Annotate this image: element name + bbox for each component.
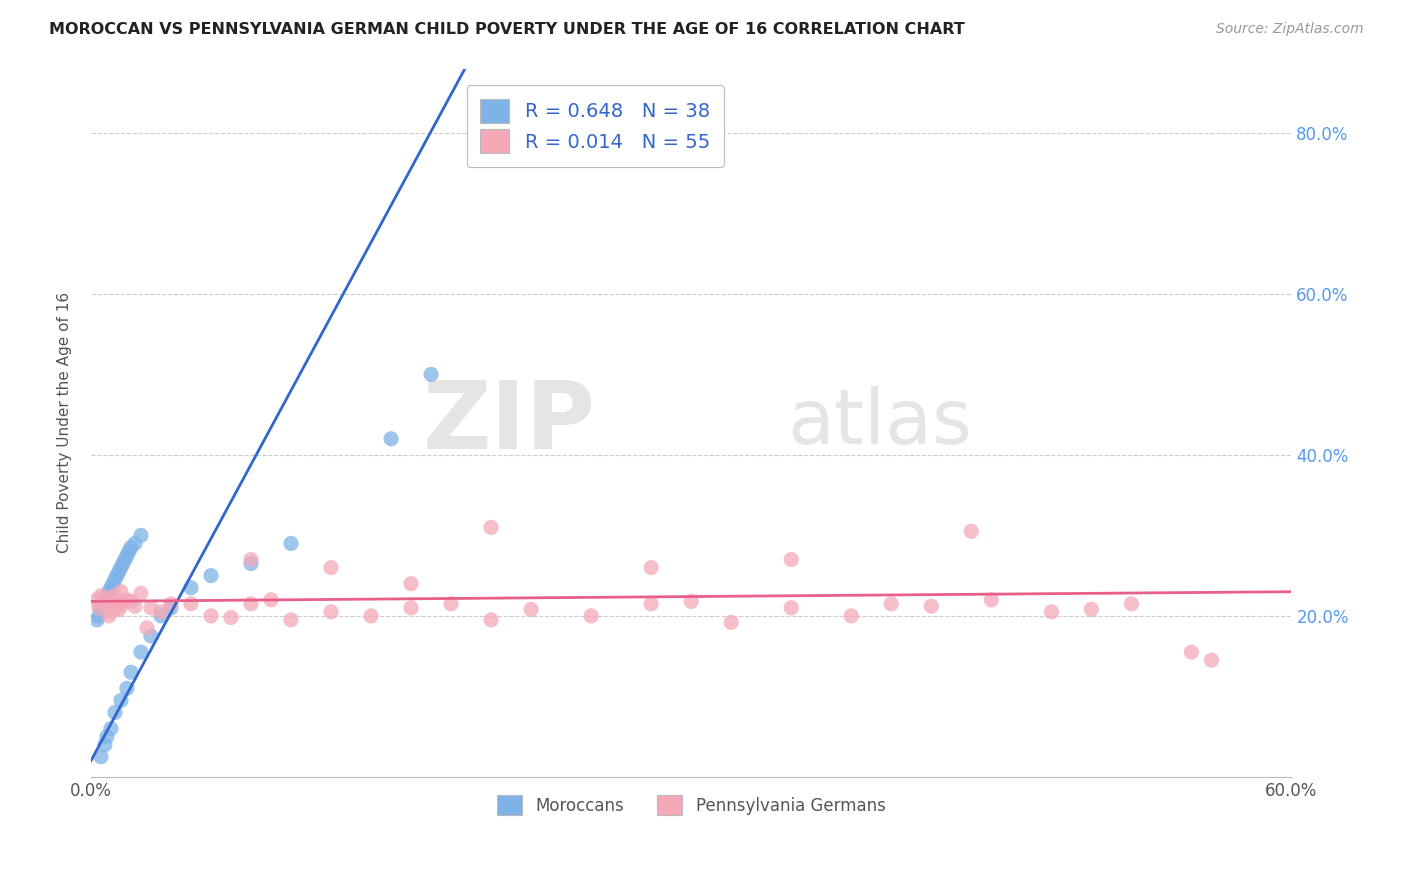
Point [101, 597, 124, 611]
Point [105, 600, 128, 615]
Point [94, 738, 117, 752]
Point [200, 608, 222, 623]
Point [114, 552, 136, 566]
Point [280, 613, 302, 627]
Point [479, 613, 502, 627]
Point [520, 602, 543, 616]
Text: MOROCCAN VS PENNSYLVANIA GERMAN CHILD POVERTY UNDER THE AGE OF 16 CORRELATION CH: MOROCCAN VS PENNSYLVANIA GERMAN CHILD PO… [49, 22, 965, 37]
Point [920, 599, 942, 614]
Point [240, 557, 263, 571]
Point [160, 597, 183, 611]
Point [108, 602, 131, 616]
Point [479, 520, 502, 534]
Point [96, 730, 118, 744]
Y-axis label: Child Poverty Under the Age of 16: Child Poverty Under the Age of 16 [58, 293, 72, 553]
Point [1080, 602, 1102, 616]
Point [180, 581, 202, 595]
Point [115, 549, 138, 563]
Point [640, 560, 662, 574]
Point [129, 586, 152, 600]
Point [120, 665, 142, 680]
Point [839, 608, 862, 623]
Point [149, 608, 172, 623]
Point [111, 597, 134, 611]
Point [101, 576, 124, 591]
Point [980, 592, 1002, 607]
Point [1040, 605, 1063, 619]
Point [100, 722, 122, 736]
Point [149, 605, 172, 619]
Point [118, 544, 141, 558]
Point [86, 613, 108, 627]
Point [90, 749, 112, 764]
Point [124, 536, 146, 550]
Point [1180, 645, 1202, 659]
Point [399, 576, 422, 591]
Point [94, 594, 117, 608]
Point [780, 600, 803, 615]
Point [720, 615, 742, 630]
Point [380, 432, 402, 446]
Point [880, 597, 903, 611]
Point [129, 645, 152, 659]
Point [124, 599, 146, 614]
Point [120, 541, 142, 555]
Point [110, 560, 132, 574]
Point [115, 592, 138, 607]
Point [94, 592, 117, 607]
Point [87, 608, 110, 623]
Point [97, 584, 120, 599]
Point [681, 594, 703, 608]
Point [104, 573, 127, 587]
Point [115, 681, 138, 696]
Point [579, 608, 602, 623]
Point [240, 552, 263, 566]
Point [100, 605, 122, 619]
Point [104, 589, 127, 603]
Point [280, 536, 302, 550]
Point [360, 608, 382, 623]
Point [160, 600, 183, 615]
Point [180, 597, 202, 611]
Point [640, 597, 662, 611]
Point [111, 557, 134, 571]
Point [110, 584, 132, 599]
Point [440, 597, 463, 611]
Point [780, 552, 803, 566]
Point [219, 610, 242, 624]
Point [200, 568, 222, 582]
Point [136, 621, 159, 635]
Point [100, 581, 122, 595]
Point [96, 589, 118, 603]
Point [110, 693, 132, 707]
Point [96, 591, 118, 606]
Point [240, 597, 263, 611]
Point [260, 592, 283, 607]
Text: Source: ZipAtlas.com: Source: ZipAtlas.com [1216, 22, 1364, 37]
Point [90, 600, 112, 615]
Legend: Moroccans, Pennsylvania Germans: Moroccans, Pennsylvania Germans [486, 785, 896, 825]
Point [139, 629, 162, 643]
Point [97, 608, 120, 623]
Point [90, 589, 112, 603]
Point [108, 565, 131, 579]
Point [139, 600, 162, 615]
Point [1201, 653, 1223, 667]
Point [87, 600, 110, 615]
Point [91, 597, 114, 611]
Point [319, 560, 342, 574]
Point [960, 524, 983, 539]
Point [86, 592, 108, 607]
Point [104, 706, 127, 720]
Point [420, 368, 443, 382]
Point [399, 600, 422, 615]
Point [319, 605, 342, 619]
Point [120, 594, 142, 608]
Point [1121, 597, 1143, 611]
Point [105, 568, 128, 582]
Text: atlas: atlas [787, 385, 972, 459]
Point [129, 528, 152, 542]
Text: ZIP: ZIP [422, 376, 595, 468]
Point [91, 597, 114, 611]
